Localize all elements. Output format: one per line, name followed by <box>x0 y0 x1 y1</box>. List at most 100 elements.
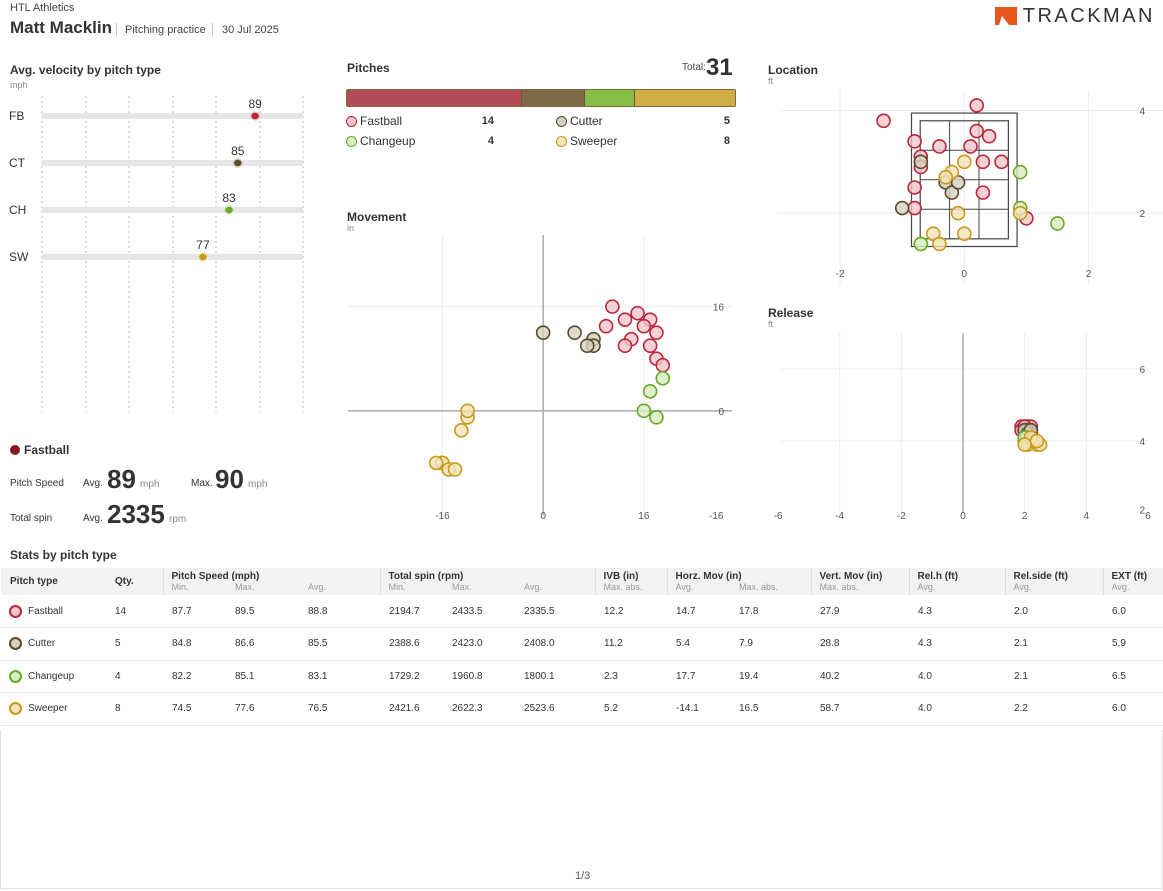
spin-avg-unit: rpm <box>169 514 187 525</box>
pitch-type-name: Fastball <box>28 605 64 617</box>
cell-vmax: 28.8 <box>811 627 909 661</box>
cell-smin: 84.8 <box>163 627 235 661</box>
cell-havg: 14.7 <box>667 595 739 628</box>
col-pitch-type: Pitch type <box>1 568 115 595</box>
point-cutter <box>913 154 929 170</box>
point-fastball <box>969 98 985 113</box>
cell-smax: 77.6 <box>235 692 308 726</box>
pitch-type-name: Sweeper <box>28 703 68 715</box>
point-sweeper <box>454 423 469 438</box>
point-fastball <box>649 325 664 340</box>
cell-havg: 5.4 <box>667 627 739 661</box>
cutter-dot-icon <box>556 115 567 127</box>
point-fastball <box>975 154 991 170</box>
cell-pmin: 1729.2 <box>380 660 452 693</box>
cell-pitch-type: Cutter <box>1 627 115 661</box>
x-tick-label: 4 <box>1084 511 1090 522</box>
cell-havg: 17.7 <box>667 660 739 693</box>
page-number: 1/3 <box>575 870 591 882</box>
cell-relh: 4.0 <box>909 692 1005 726</box>
y-tick-label: 6 <box>1139 365 1145 376</box>
total-label: Total: <box>682 62 706 73</box>
cell-smin: 74.5 <box>163 692 235 726</box>
spin-label: Total spin <box>10 513 53 524</box>
cell-pitch-type: Sweeper <box>1 692 115 726</box>
speed-max-value: 90 <box>215 464 244 494</box>
point-sweeper <box>460 403 475 419</box>
point-fastball <box>994 154 1009 170</box>
speed-max-unit: mph <box>248 479 268 490</box>
point-fastball <box>655 357 671 373</box>
cell-hmax: 17.8 <box>739 595 811 628</box>
table-row[interactable]: Changeup 4 82.2 85.1 83.1 1729.2 1960.8 1800.1 2… <box>1 660 1163 693</box>
velocity-track <box>42 113 303 119</box>
selected-pitch[interactable]: Fastball <box>10 443 69 457</box>
brand-name: TRACKMAN <box>1022 4 1155 27</box>
cell-pavg: 2523.6 <box>524 692 595 726</box>
legend-item-sweeper[interactable]: Sweeper 8 <box>556 134 730 148</box>
point-changeup <box>655 370 671 386</box>
x-tick-label: -4 <box>835 511 844 522</box>
legend-item-cutter[interactable]: Cutter 5 <box>556 114 730 128</box>
subcol-spin-max: Max. <box>452 582 524 595</box>
point-changeup <box>649 410 664 425</box>
point-sweeper <box>956 154 972 170</box>
cell-pitch-type: Fastball <box>1 595 115 628</box>
y-tick-label: 4 <box>1139 437 1145 448</box>
cell-rels: 2.1 <box>1005 660 1103 693</box>
velocity-category-label: CT <box>9 156 26 170</box>
point-sweeper <box>1029 433 1045 449</box>
cell-qty: 4 <box>115 660 163 693</box>
x-tick-label: -2 <box>897 511 906 522</box>
player-name: Matt Macklin <box>10 18 113 37</box>
table-row[interactable]: Cutter 5 84.8 86.6 85.5 2388.6 2423.0 2408.0 11.… <box>1 627 1163 661</box>
point-changeup <box>642 383 658 399</box>
cell-pmax: 2423.0 <box>452 627 524 661</box>
point-cutter <box>894 200 910 216</box>
velocity-marker-changeup <box>223 205 235 215</box>
subcol-speed-max: Max. <box>235 582 308 595</box>
trackman-logo-icon <box>994 7 1017 25</box>
cell-pitch-type: Changeup <box>1 660 115 693</box>
subcol-speed-avg: Avg. <box>308 582 380 595</box>
table-row[interactable]: Sweeper 8 74.5 77.6 76.5 2421.6 2622.3 2523.6 5.… <box>1 692 1163 726</box>
selected-pitch-name: Fastball <box>24 443 70 457</box>
x-tick-label: -16 <box>709 511 724 522</box>
cell-relh: 4.3 <box>909 627 1005 661</box>
cell-pmax: 2622.3 <box>452 692 524 726</box>
cell-hmax: 7.9 <box>739 627 811 661</box>
x-tick-label: 0 <box>540 511 546 522</box>
velocity-value-label: 89 <box>248 97 262 111</box>
legend-count: 4 <box>487 135 494 147</box>
cell-vmax: 58.7 <box>811 692 909 726</box>
y-tick-label: 0 <box>718 407 724 418</box>
legend-label: Sweeper <box>570 134 618 148</box>
point-fastball <box>932 139 947 154</box>
pitch-bar-segment-cutter <box>522 90 585 106</box>
point-fastball <box>963 139 978 154</box>
movement-unit: in <box>347 223 355 233</box>
strike-zone-outer <box>910 112 1018 248</box>
x-tick-label: -16 <box>435 511 450 522</box>
cell-pavg: 2335.5 <box>524 595 595 628</box>
point-fastball <box>975 185 991 200</box>
cell-savg: 83.1 <box>308 660 380 693</box>
y-tick-label: 2 <box>1139 209 1145 220</box>
point-fastball <box>907 200 922 216</box>
table-row[interactable]: Fastball 14 87.7 89.5 88.8 2194.7 2433.5 2335.5… <box>1 595 1163 628</box>
point-sweeper <box>938 169 953 185</box>
cell-pavg: 2408.0 <box>524 627 595 661</box>
point-cutter <box>535 325 551 340</box>
legend-item-fastball[interactable]: Fastball 14 <box>346 114 494 128</box>
release-title: Release <box>768 306 814 320</box>
changeup-dot-icon <box>346 135 357 147</box>
point-fastball <box>617 338 633 353</box>
cell-savg: 85.5 <box>308 627 380 661</box>
velocity-category-label: SW <box>9 250 29 264</box>
legend-item-changeup[interactable]: Changeup 4 <box>346 134 494 148</box>
cell-qty: 5 <box>115 627 163 661</box>
subcol-vert-maxabs: Max. abs. <box>810 582 909 595</box>
pitch-type-cell: Sweeper <box>1 702 115 716</box>
y-tick-label: 2 <box>1139 505 1145 516</box>
cutter-dot-icon <box>9 637 22 651</box>
